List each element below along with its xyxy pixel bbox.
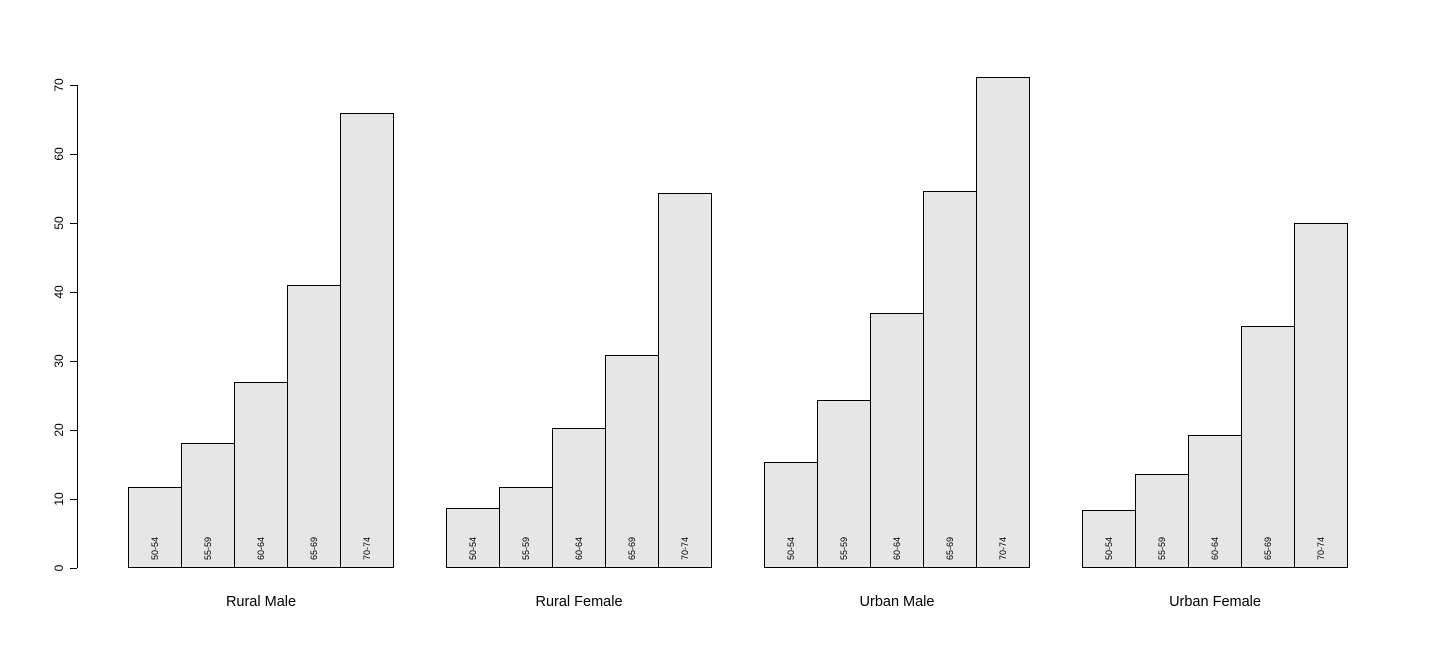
- group-label: Rural Male: [225, 594, 297, 610]
- bar-50to54: [1082, 510, 1136, 568]
- y-axis-tick-label: 10: [52, 492, 66, 506]
- bar-age-label: 55-59: [520, 536, 531, 560]
- y-axis-tick-label: 60: [52, 147, 66, 161]
- y-axis-tick: [70, 499, 77, 500]
- bar-age-label: 60-64: [573, 536, 584, 560]
- y-axis-tick-label: 20: [52, 423, 66, 437]
- bar-60to64: [552, 428, 606, 568]
- bar-age-label: 60-64: [1209, 536, 1220, 560]
- bar-age-label: 70-74: [997, 536, 1008, 560]
- bar-age-label: 55-59: [838, 536, 849, 560]
- bar-65to69: [923, 191, 977, 568]
- group-label: Rural Female: [535, 594, 623, 610]
- y-axis-tick-label: 70: [52, 78, 66, 92]
- bar-65to69: [287, 285, 341, 568]
- bar-age-label: 50-54: [467, 536, 478, 560]
- bar-age-label: 50-54: [785, 536, 796, 560]
- bar-50to54: [128, 487, 182, 568]
- y-axis-line: [77, 85, 78, 568]
- bar-age-label: 70-74: [679, 536, 690, 560]
- bar-65to69: [1241, 326, 1295, 568]
- group-label: Urban Female: [1169, 594, 1261, 610]
- bar-age-label: 65-69: [626, 536, 637, 560]
- bar-55to59: [1135, 474, 1189, 568]
- bar-60to64: [234, 382, 288, 568]
- bar-70to74: [976, 77, 1030, 568]
- bar-age-label: 60-64: [891, 536, 902, 560]
- bar-age-label: 70-74: [361, 536, 372, 560]
- bar-50to54: [446, 508, 500, 568]
- bar-55to59: [181, 443, 235, 568]
- y-axis-tick: [70, 154, 77, 155]
- bar-age-label: 65-69: [308, 536, 319, 560]
- y-axis-tick-label: 0: [52, 564, 66, 572]
- y-axis-tick: [70, 223, 77, 224]
- y-axis-tick: [70, 568, 77, 569]
- bar-70to74: [1294, 223, 1348, 568]
- group-label: Urban Male: [859, 594, 935, 610]
- bar-70to74: [340, 113, 394, 568]
- bar-age-label: 55-59: [1156, 536, 1167, 560]
- y-axis-tick: [70, 85, 77, 86]
- bar-age-label: 50-54: [1103, 536, 1114, 560]
- bar-age-label: 65-69: [944, 536, 955, 560]
- bar-age-label: 65-69: [1262, 536, 1273, 560]
- y-axis-tick-label: 30: [52, 354, 66, 368]
- bar-age-label: 50-54: [149, 536, 160, 560]
- bar-age-label: 70-74: [1315, 536, 1326, 560]
- bar-age-label: 60-64: [255, 536, 266, 560]
- bar-60to64: [870, 313, 924, 568]
- y-axis-tick: [70, 292, 77, 293]
- bar-55to59: [499, 487, 553, 568]
- y-axis-tick-label: 40: [52, 285, 66, 299]
- bar-50to54: [764, 462, 818, 568]
- bar-60to64: [1188, 435, 1242, 568]
- y-axis-tick-label: 50: [52, 216, 66, 230]
- bar-70to74: [658, 193, 712, 568]
- y-axis-tick: [70, 361, 77, 362]
- bar-age-label: 55-59: [202, 536, 213, 560]
- y-axis-tick: [70, 430, 77, 431]
